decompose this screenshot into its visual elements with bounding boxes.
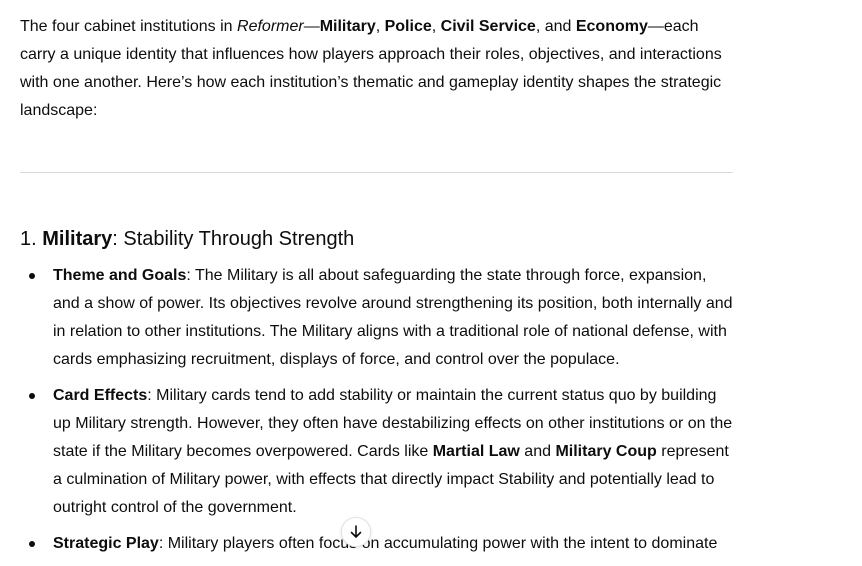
section-subtitle: : Stability Through Strength (112, 228, 355, 250)
scroll-down-button[interactable] (341, 517, 371, 547)
intro-sep: , (375, 18, 385, 35)
intro-dash: — (303, 18, 320, 35)
bullet-label: Card Effects (53, 387, 148, 404)
bullet-label: Strategic Play (53, 535, 159, 552)
list-item: Card Effects: Military cards tend to add… (20, 382, 734, 522)
arrow-down-icon (350, 525, 362, 538)
bullet-text: represent a culmination of Military powe… (53, 443, 729, 516)
bullet-text: : Military players often focus on accumu… (158, 535, 718, 552)
message-content: The four cabinet institutions in Reforme… (20, 0, 734, 552)
intro-paragraph: The four cabinet institutions in Reforme… (20, 0, 734, 125)
intro-text: The four cabinet institutions in (20, 18, 238, 35)
section-heading: 1. Military: Stability Through Strength (20, 224, 354, 254)
institution-police: Police (384, 18, 432, 35)
section-name: Military (42, 228, 113, 250)
intro-text-end: —each carry a unique identity that influ… (20, 18, 722, 119)
bullet-text: : The Military is all about safeguarding… (53, 267, 733, 368)
list-item: Strategic Play: Military players often f… (20, 530, 734, 558)
institution-military: Military (319, 18, 376, 35)
bullet-list: Theme and Goals: The Military is all abo… (20, 262, 734, 566)
game-title: Reformer (237, 18, 304, 35)
card-name-military-coup: Military Coup (555, 443, 657, 460)
institution-economy: Economy (575, 18, 648, 35)
bullet-text: : Military cards tend to add stability o… (53, 387, 733, 460)
card-name-martial-law: Martial Law (432, 443, 520, 460)
intro-sep: , and (535, 18, 576, 35)
list-item: Theme and Goals: The Military is all abo… (20, 262, 734, 374)
institution-civil-service: Civil Service (440, 18, 536, 35)
section-number: 1. (20, 228, 43, 250)
bullet-label: Theme and Goals (53, 267, 187, 284)
section-divider (20, 172, 733, 173)
bullet-text: and (519, 443, 556, 460)
intro-sep: , (431, 18, 441, 35)
